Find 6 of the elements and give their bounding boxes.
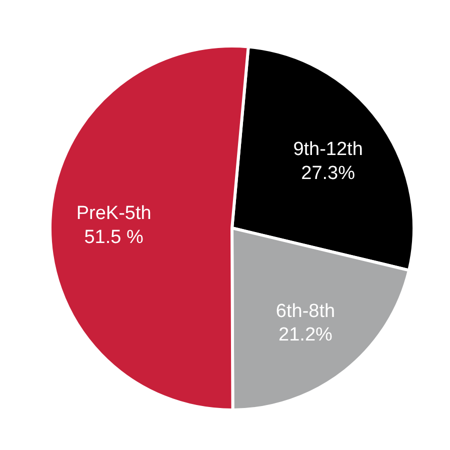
slice-label: 6th-8th [276,300,336,322]
data-label: 27.3% [301,162,356,184]
data-label: 51.5 % [84,226,144,248]
slice-label: 9th-12th [293,139,363,160]
data-label: 21.2% [278,324,333,346]
slice-label: PreK-5th [76,203,152,224]
